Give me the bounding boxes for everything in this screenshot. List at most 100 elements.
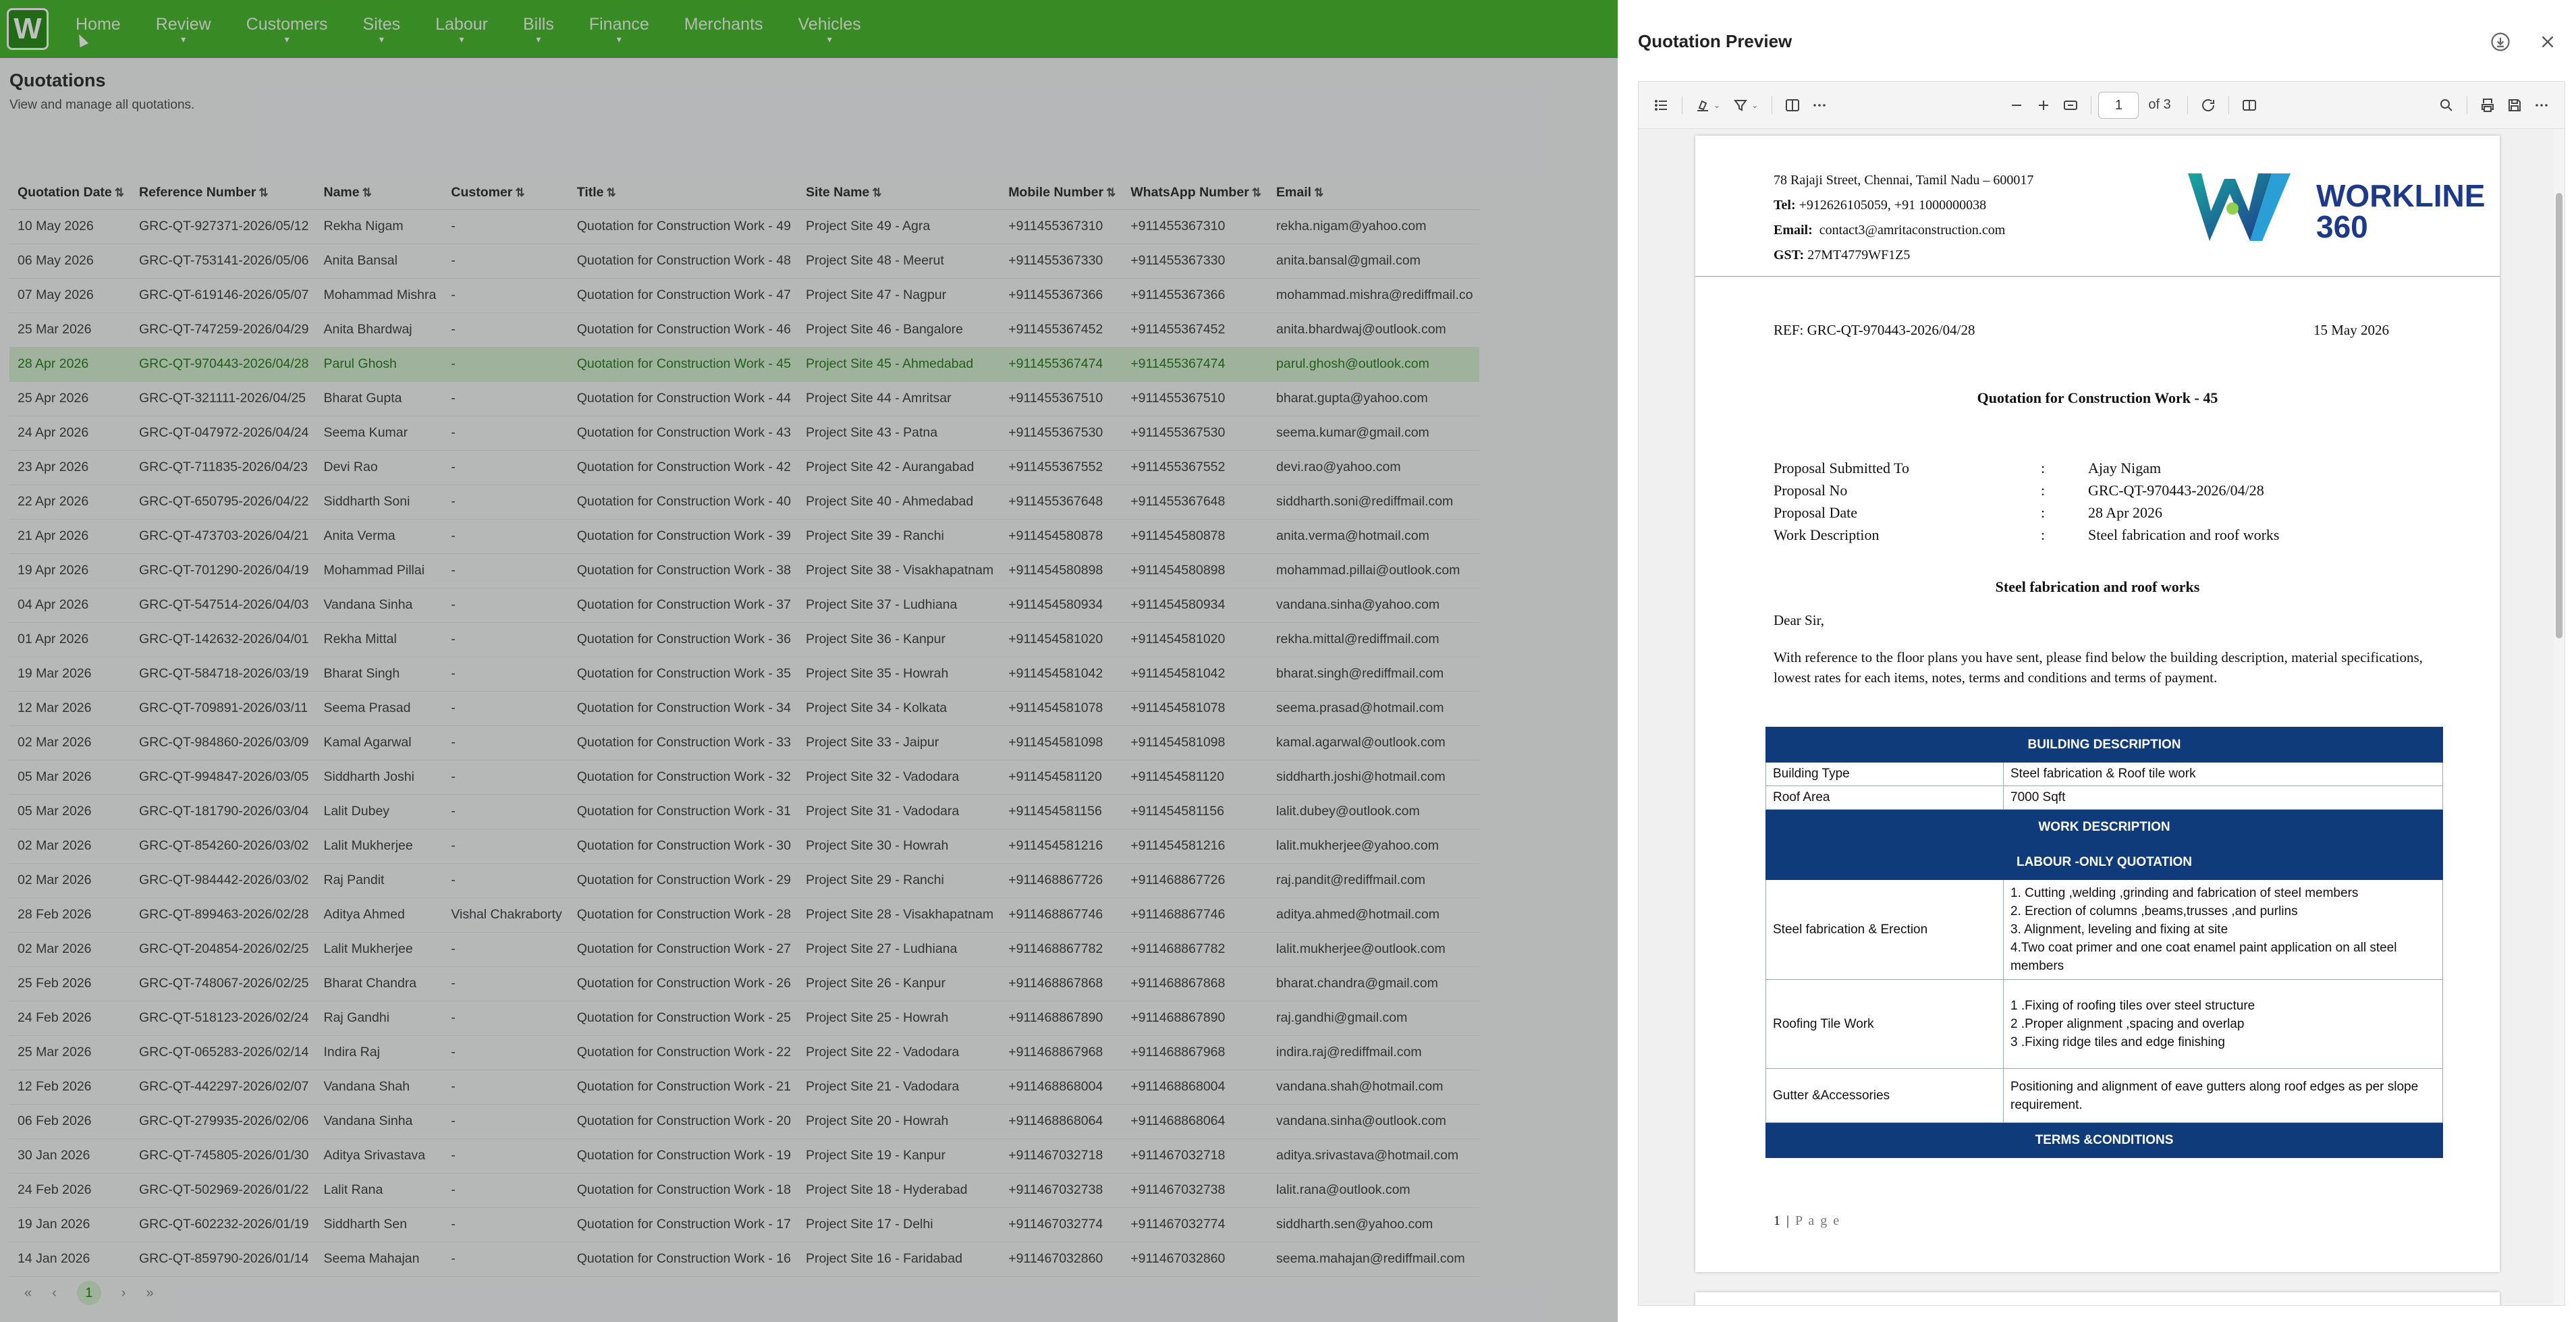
table-cell: Project Site 47 - Nagpur xyxy=(797,278,1001,313)
page-view-icon[interactable] xyxy=(2236,92,2263,119)
search-icon[interactable] xyxy=(2433,92,2460,119)
column-header[interactable]: Title ⇅ xyxy=(568,177,798,210)
table-row[interactable]: 28 Apr 2026 GRC-QT-970443-2026/04/28 Parul… xyxy=(9,347,1480,382)
nav-item-customers[interactable]: Customers ▾ xyxy=(246,14,328,45)
table-row[interactable]: 19 Mar 2026 GRC-QT-584718-2026/03/19 Bhara… xyxy=(9,657,1480,692)
nav-item-review[interactable]: Review ▾ xyxy=(155,14,211,45)
nav-item-bills[interactable]: Bills ▾ xyxy=(523,14,554,45)
table-row[interactable]: 12 Feb 2026 GRC-QT-442297-2026/02/07 Vanda… xyxy=(9,1070,1480,1105)
column-header[interactable]: Email ⇅ xyxy=(1268,177,1480,210)
nav-item-merchants[interactable]: Merchants▾ xyxy=(684,14,763,34)
nav-item-home[interactable]: Home▾ xyxy=(76,14,121,34)
table-row[interactable]: 24 Feb 2026 GRC-QT-502969-2026/01/22 Lalit… xyxy=(9,1173,1480,1208)
table-row[interactable]: 01 Apr 2026 GRC-QT-142632-2026/04/01 Rekha… xyxy=(9,622,1480,657)
table-row[interactable]: 02 Mar 2026 GRC-QT-984442-2026/03/02 Raj P… xyxy=(9,863,1480,898)
table-row[interactable]: 19 Apr 2026 GRC-QT-701290-2026/04/19 Moham… xyxy=(9,553,1480,588)
table-cell: GRC-QT-181790-2026/03/04 xyxy=(131,794,316,829)
rotate-icon[interactable] xyxy=(2195,92,2222,119)
column-header[interactable]: Reference Number ⇅ xyxy=(131,177,316,210)
first-page-button[interactable]: « xyxy=(24,1285,32,1300)
sort-icon[interactable]: ⇅ xyxy=(872,186,882,200)
table-row[interactable]: 25 Mar 2026 GRC-QT-065283-2026/02/14 Indir… xyxy=(9,1035,1480,1070)
nav-item-labour[interactable]: Labour ▾ xyxy=(435,14,488,45)
table-row[interactable]: 28 Feb 2026 GRC-QT-899463-2026/02/28 Adity… xyxy=(9,898,1480,933)
table-cell: Anita Bhardwaj xyxy=(315,312,443,348)
nav-links: Home▾ Review▾ Customers▾ Sites▾ Labour▾ Bills… xyxy=(76,14,896,45)
table-row[interactable]: 06 May 2026 GRC-QT-753141-2026/05/06 Anita… xyxy=(9,244,1480,279)
table-cell: lalit.mukherjee@yahoo.com xyxy=(1268,829,1480,864)
close-icon[interactable] xyxy=(2536,30,2560,54)
table-row[interactable]: 02 Mar 2026 GRC-QT-854260-2026/03/02 Lalit… xyxy=(9,829,1480,864)
nav-item-finance[interactable]: Finance ▾ xyxy=(588,14,649,45)
table-row[interactable]: 07 May 2026 GRC-QT-619146-2026/05/07 Moham… xyxy=(9,278,1480,313)
table-row[interactable]: 04 Apr 2026 GRC-QT-547514-2026/04/03 Vanda… xyxy=(9,588,1480,623)
sort-icon[interactable]: ⇅ xyxy=(606,186,616,200)
next-page-button[interactable]: › xyxy=(121,1285,126,1300)
scrollbar-thumb[interactable] xyxy=(2556,193,2563,638)
table-row[interactable]: 21 Apr 2026 GRC-QT-473703-2026/04/21 Anita… xyxy=(9,519,1480,554)
column-header[interactable]: Name ⇅ xyxy=(315,177,443,210)
fit-page-icon[interactable] xyxy=(2057,92,2084,119)
table-row[interactable]: 06 Feb 2026 GRC-QT-279935-2026/02/06 Vanda… xyxy=(9,1104,1480,1139)
nav-item-vehicles[interactable]: Vehicles ▾ xyxy=(798,14,861,45)
sort-icon[interactable]: ⇅ xyxy=(362,186,372,200)
chevron-down-icon[interactable]: ⌄ xyxy=(1714,100,1721,110)
more-options-icon[interactable] xyxy=(2528,92,2555,119)
page-number-button[interactable]: 1 xyxy=(76,1281,101,1305)
table-cell: +911454581042 xyxy=(1122,657,1269,692)
table-row[interactable]: 02 Mar 2026 GRC-QT-984860-2026/03/09 Kamal… xyxy=(9,725,1480,761)
pdf-scrollbar[interactable] xyxy=(2554,129,2565,1305)
sort-icon[interactable]: ⇅ xyxy=(515,186,525,200)
table-cell: +911455367474 xyxy=(1122,347,1269,382)
work-description-heading: WORK DESCRIPTION xyxy=(1765,809,2443,845)
modal-backdrop[interactable] xyxy=(0,0,1618,1322)
sort-icon[interactable]: ⇅ xyxy=(114,186,124,200)
column-header[interactable]: Site Name ⇅ xyxy=(797,177,1001,210)
sort-icon[interactable]: ⇅ xyxy=(1106,186,1116,200)
intro-paragraph: With reference to the floor plans you ha… xyxy=(1774,649,2423,686)
sort-icon[interactable]: ⇅ xyxy=(258,186,269,200)
sort-icon[interactable]: ⇅ xyxy=(1251,186,1262,200)
text-icon[interactable] xyxy=(1779,92,1806,119)
column-header[interactable]: Mobile Number ⇅ xyxy=(1000,177,1123,210)
download-icon[interactable] xyxy=(2488,30,2513,54)
table-row[interactable]: 22 Apr 2026 GRC-QT-650795-2026/04/22 Siddh… xyxy=(9,485,1480,520)
table-row[interactable]: 24 Feb 2026 GRC-QT-518123-2026/02/24 Raj G… xyxy=(9,1001,1480,1036)
table-row[interactable]: 23 Apr 2026 GRC-QT-711835-2026/04/23 Devi … xyxy=(9,450,1480,485)
table-row[interactable]: 05 Mar 2026 GRC-QT-181790-2026/03/04 Lalit… xyxy=(9,794,1480,829)
zoom-in-icon[interactable] xyxy=(2030,92,2057,119)
page-number-input[interactable]: 1 xyxy=(2098,91,2139,119)
table-row[interactable]: 05 Mar 2026 GRC-QT-994847-2026/03/05 Siddh… xyxy=(9,760,1480,795)
table-row[interactable]: 25 Apr 2026 GRC-QT-321111-2026/04/25 Bhara… xyxy=(9,381,1480,416)
nav-item-sites[interactable]: Sites ▾ xyxy=(362,14,401,45)
draw-icon[interactable] xyxy=(1727,92,1754,119)
table-row[interactable]: 14 Jan 2026 GRC-QT-859790-2026/01/14 Seema… xyxy=(9,1242,1480,1277)
table-cell: - xyxy=(443,1070,569,1105)
last-page-button[interactable]: » xyxy=(146,1285,154,1300)
chevron-down-icon[interactable]: ⌄ xyxy=(1751,100,1759,110)
table-cell: Project Site 37 - Ludhiana xyxy=(797,588,1001,623)
table-row[interactable]: 12 Mar 2026 GRC-QT-709891-2026/03/11 Seema… xyxy=(9,691,1480,726)
column-header[interactable]: Customer ⇅ xyxy=(443,177,569,210)
table-row[interactable]: 02 Mar 2026 GRC-QT-204854-2026/02/25 Lalit… xyxy=(9,932,1480,967)
table-cell: - xyxy=(443,485,569,520)
save-icon[interactable] xyxy=(2501,92,2528,119)
table-row[interactable]: 30 Jan 2026 GRC-QT-745805-2026/01/30 Adity… xyxy=(9,1138,1480,1174)
more-tools-icon[interactable] xyxy=(1806,92,1833,119)
column-header[interactable]: WhatsApp Number ⇅ xyxy=(1122,177,1269,210)
table-row[interactable]: 24 Apr 2026 GRC-QT-047972-2026/04/24 Seema… xyxy=(9,416,1480,451)
app-logo[interactable]: W xyxy=(7,8,49,50)
table-row[interactable]: 10 May 2026 GRC-QT-927371-2026/05/12 Rekha… xyxy=(9,209,1480,244)
table-cell: Project Site 42 - Aurangabad xyxy=(797,450,1001,485)
zoom-out-icon[interactable] xyxy=(2003,92,2030,119)
table-row[interactable]: 25 Feb 2026 GRC-QT-748067-2026/02/25 Bhara… xyxy=(9,966,1480,1001)
table-cell: Lalit Mukherjee xyxy=(315,829,443,864)
column-header[interactable]: Quotation Date ⇅ xyxy=(9,177,131,210)
outline-icon[interactable] xyxy=(1648,92,1675,119)
prev-page-button[interactable]: ‹ xyxy=(52,1285,57,1300)
sort-icon[interactable]: ⇅ xyxy=(1314,186,1324,200)
print-icon[interactable] xyxy=(2474,92,2501,119)
table-row[interactable]: 19 Jan 2026 GRC-QT-602232-2026/01/19 Siddh… xyxy=(9,1207,1480,1242)
table-row[interactable]: 25 Mar 2026 GRC-QT-747259-2026/04/29 Anita… xyxy=(9,312,1480,348)
highlight-icon[interactable] xyxy=(1689,92,1716,119)
